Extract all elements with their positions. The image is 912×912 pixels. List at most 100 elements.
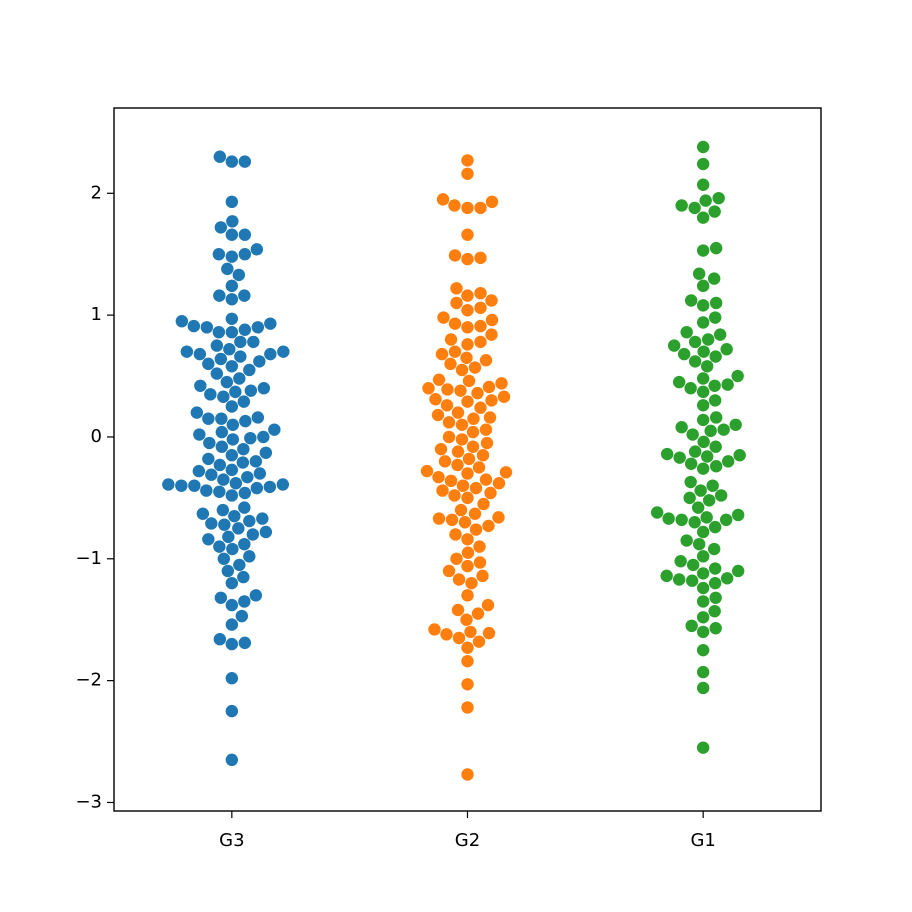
swarm-point bbox=[431, 408, 445, 422]
swarm-point bbox=[225, 463, 239, 477]
swarm-point bbox=[675, 199, 688, 212]
swarm-point bbox=[455, 433, 469, 446]
swarm-point bbox=[253, 467, 267, 480]
swarm-point bbox=[708, 311, 722, 324]
swarm-point bbox=[438, 455, 452, 468]
swarm-point bbox=[232, 522, 245, 535]
swarm-point bbox=[237, 395, 251, 408]
swarm-point bbox=[455, 363, 469, 377]
swarm-point bbox=[461, 559, 474, 573]
swarm-point bbox=[223, 343, 236, 356]
swarm-point bbox=[461, 338, 474, 351]
swarm-point bbox=[476, 569, 489, 583]
swarm-point bbox=[688, 445, 702, 458]
swarm-point bbox=[210, 367, 224, 380]
swarm-point bbox=[264, 317, 277, 330]
swarm-point bbox=[432, 373, 446, 386]
swarm-point bbox=[194, 379, 207, 392]
swarm-point bbox=[485, 294, 498, 307]
swarm-point bbox=[480, 436, 494, 450]
swarm-point bbox=[731, 564, 745, 578]
swarm-point bbox=[461, 201, 474, 215]
swarm-point bbox=[243, 514, 256, 528]
swarm-point bbox=[712, 191, 725, 205]
swarm-point bbox=[721, 455, 735, 468]
swarm-point bbox=[429, 392, 442, 406]
swarm-point bbox=[708, 520, 722, 534]
swarm-point bbox=[238, 155, 252, 168]
swarm-point bbox=[719, 513, 733, 527]
swarm-point bbox=[217, 473, 230, 486]
swarm-point bbox=[232, 268, 246, 282]
swarm-point bbox=[448, 317, 462, 330]
swarm-point bbox=[482, 380, 496, 394]
swarm-point bbox=[686, 558, 700, 572]
swarm-point bbox=[451, 603, 465, 617]
swarm-point bbox=[218, 518, 231, 531]
swarm-point bbox=[259, 446, 273, 459]
swarm-point bbox=[696, 385, 710, 399]
swarm-point bbox=[696, 550, 710, 563]
swarm-point bbox=[187, 319, 201, 333]
swarm-point bbox=[264, 347, 277, 361]
swarm-point bbox=[685, 574, 699, 587]
swarm-point bbox=[213, 540, 226, 553]
swarm-point bbox=[696, 741, 710, 754]
swarm-point bbox=[215, 425, 229, 439]
swarm-point bbox=[672, 375, 686, 389]
swarm-point bbox=[707, 542, 721, 556]
swarm-point bbox=[729, 418, 742, 431]
swarm-point bbox=[226, 418, 240, 431]
swarm-point bbox=[708, 379, 721, 392]
swarm-point bbox=[700, 360, 714, 373]
swarm-point bbox=[277, 345, 290, 358]
swarm-point bbox=[674, 555, 687, 568]
swarm-point bbox=[477, 497, 490, 511]
swarm-point bbox=[461, 678, 474, 691]
y-tick-label: −3 bbox=[75, 791, 102, 812]
swarm-point bbox=[441, 383, 454, 396]
swarm-point bbox=[461, 641, 474, 654]
swarm-point bbox=[474, 319, 487, 333]
swarm-point bbox=[225, 250, 239, 263]
swarm-point bbox=[713, 328, 727, 341]
swarm-point bbox=[434, 442, 448, 456]
swarm-point bbox=[225, 671, 239, 685]
swarm-point bbox=[696, 279, 710, 293]
x-tick-label: G1 bbox=[690, 830, 715, 851]
swarm-point bbox=[213, 485, 226, 498]
swarm-point bbox=[485, 394, 498, 407]
swarm-point bbox=[250, 243, 264, 256]
swarm-point bbox=[461, 321, 474, 334]
swarm-point bbox=[442, 416, 456, 429]
swarm-point bbox=[709, 591, 722, 604]
y-tick-label: 2 bbox=[91, 182, 102, 203]
swarm-point bbox=[461, 546, 475, 559]
swarm-point bbox=[196, 507, 210, 520]
swarm-point bbox=[499, 466, 513, 479]
swarm-point bbox=[162, 478, 175, 491]
swarm-point bbox=[234, 350, 247, 363]
swarm-point bbox=[700, 450, 714, 463]
swarm-point bbox=[450, 552, 463, 565]
swarm-point bbox=[479, 473, 493, 486]
swarm-point bbox=[233, 558, 246, 572]
swarm-point bbox=[229, 477, 243, 490]
swarm-point bbox=[225, 400, 239, 413]
swarm-point bbox=[461, 304, 474, 317]
swarm-point bbox=[660, 569, 673, 583]
swarm-point bbox=[688, 516, 701, 529]
swarm-point bbox=[213, 289, 226, 302]
swarm-point bbox=[212, 325, 226, 339]
swarm-point bbox=[435, 347, 449, 361]
swarm-point bbox=[692, 537, 706, 551]
swarm-point bbox=[482, 519, 495, 533]
swarm-point bbox=[702, 494, 716, 507]
swarm-point bbox=[180, 345, 194, 358]
swarm-point bbox=[259, 525, 273, 539]
swarm-point bbox=[680, 325, 693, 339]
swarm-point bbox=[213, 150, 227, 163]
swarm-point bbox=[461, 289, 474, 302]
swarm-point bbox=[696, 211, 710, 224]
swarm-point bbox=[733, 449, 746, 462]
